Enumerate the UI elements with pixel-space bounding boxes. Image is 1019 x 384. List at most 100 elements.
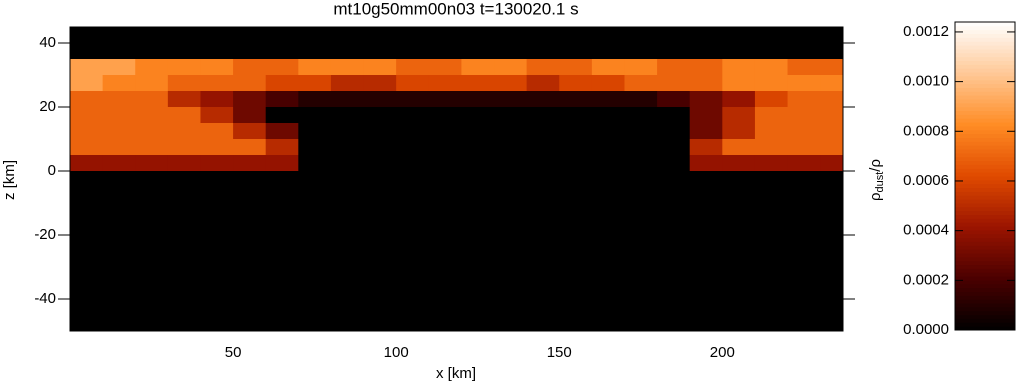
heat-cell [526,123,560,140]
heat-cell [396,43,430,60]
heat-cell [396,123,430,140]
colorbar-band [955,299,1015,304]
colorbar-band [955,29,1015,35]
heat-cell [330,43,365,60]
heat-cell [363,91,397,108]
colorbar-band [955,41,1015,46]
heat-cell [330,91,365,108]
heat-cell [265,27,299,44]
heat-cell [787,187,821,204]
heat-cell [428,43,462,60]
colorbar-band [955,56,1015,61]
heat-cell [200,107,234,124]
heat-cell [754,219,789,236]
heat-cell [689,75,723,92]
heat-cell [233,91,267,108]
heat-cell [135,299,169,316]
heat-cell [298,219,332,236]
heat-cell [396,107,430,124]
heat-cell [657,59,691,76]
heat-cell [167,123,201,140]
heat-cell [167,283,201,300]
heat-cell [689,267,723,284]
heat-cell [167,267,201,284]
heat-cell [754,75,789,92]
heat-cell [102,267,136,284]
heat-cell [657,299,691,316]
heat-cell [820,43,844,60]
heat-cell [298,251,332,268]
heat-cell [135,123,169,140]
heat-cell [787,299,821,316]
colorbar-band [955,222,1015,227]
heat-cell [428,267,462,284]
heat-cell [494,27,528,44]
heat-cell [722,299,756,316]
heat-cell [428,283,462,300]
heat-cell [102,187,136,204]
heat-cell [657,187,691,204]
heat-cell [167,75,201,92]
heat-cell [200,123,234,140]
heat-cell [754,27,789,44]
heat-cell [298,43,332,60]
heat-cell [754,123,789,140]
heat-cell [135,155,169,172]
colorbar-band [955,160,1015,165]
heat-cell [461,251,495,268]
heat-cell [298,75,332,92]
heat-cell [591,107,625,124]
heat-cell [624,235,658,252]
heat-cell [494,123,528,140]
heat-cell [591,219,625,236]
heat-cell [363,251,397,268]
heat-cell [689,187,723,204]
heat-cell [526,203,560,220]
heat-cell [200,59,234,76]
heat-cell [102,203,136,220]
heat-cell [265,219,299,236]
heat-cell [135,43,169,60]
heat-cell [526,107,560,124]
heat-cell [396,251,430,268]
colorbar-band [955,168,1015,173]
colorbar-band [955,45,1015,50]
heat-cell [70,75,104,92]
heat-cell [265,59,299,76]
heat-cell [200,315,234,332]
heat-cell [200,75,234,92]
heat-cell [754,283,789,300]
heat-cell [135,171,169,188]
colorbar-label: ρdust/ρ [867,159,886,201]
heat-cell [820,75,844,92]
heat-cell [526,299,560,316]
heat-cell [722,203,756,220]
colorbar-band [955,87,1015,92]
heat-cell [428,315,462,332]
heat-cell [265,43,299,60]
heat-cell [494,91,528,108]
heat-cell [363,27,397,44]
heat-cell [722,251,756,268]
heat-cell [689,91,723,108]
heat-cell [624,107,658,124]
heat-cell [461,283,495,300]
heat-cell [754,59,789,76]
heat-cell [102,251,136,268]
heat-cell [265,139,299,156]
colorbar-band [955,287,1015,292]
colorbar-band [955,291,1015,296]
heat-cell [657,155,691,172]
heat-cell [526,139,560,156]
colorbar-band [955,152,1015,158]
heat-cell [461,91,495,108]
heat-cell [722,43,756,60]
heat-cell [396,203,430,220]
heat-cell [591,123,625,140]
heat-cell [689,59,723,76]
heat-cell [657,219,691,236]
heat-cell [494,155,528,172]
heat-cell [526,251,560,268]
heat-cell [722,267,756,284]
